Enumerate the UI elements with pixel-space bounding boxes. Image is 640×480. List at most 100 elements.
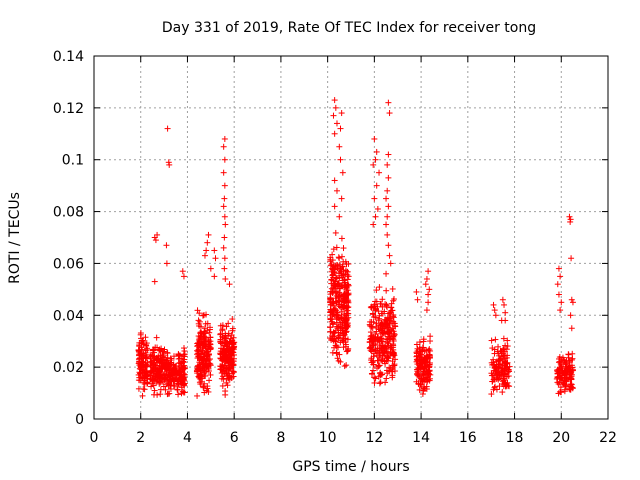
data-point xyxy=(217,322,224,329)
data-point xyxy=(329,251,336,258)
data-point xyxy=(558,375,565,382)
data-point xyxy=(328,318,335,325)
data-point xyxy=(389,335,396,342)
data-point xyxy=(207,334,214,341)
data-point xyxy=(488,391,495,398)
data-point xyxy=(568,325,575,332)
data-point xyxy=(136,374,143,381)
data-point xyxy=(222,388,229,395)
data-point xyxy=(488,370,495,377)
data-point xyxy=(343,292,350,299)
x-tick-label: 14 xyxy=(412,430,430,446)
data-point xyxy=(330,329,337,336)
data-point xyxy=(416,386,423,393)
data-point xyxy=(152,237,159,244)
data-point xyxy=(341,331,348,338)
chart-title: Day 331 of 2019, Rate Of TEC Index for r… xyxy=(162,20,536,36)
data-point xyxy=(367,304,374,311)
y-tick-label: 0 xyxy=(75,412,84,428)
data-point xyxy=(378,320,385,327)
data-point xyxy=(562,360,569,367)
data-point xyxy=(199,340,206,347)
data-point xyxy=(196,364,203,371)
data-point xyxy=(331,302,338,309)
data-point xyxy=(568,356,575,363)
data-point xyxy=(336,255,343,262)
data-point xyxy=(331,329,338,336)
data-point xyxy=(334,314,341,321)
data-point xyxy=(198,350,205,357)
data-point xyxy=(416,362,423,369)
y-axis-label: ROTI / TECUs xyxy=(7,192,23,284)
data-point xyxy=(382,379,389,386)
data-point xyxy=(148,376,155,383)
data-point xyxy=(503,360,510,367)
data-point xyxy=(420,336,427,343)
data-point xyxy=(366,339,373,346)
data-point xyxy=(503,354,510,361)
data-point xyxy=(421,371,428,378)
data-point xyxy=(139,346,146,353)
data-point xyxy=(569,385,576,392)
data-point xyxy=(136,358,143,365)
data-point xyxy=(160,383,167,390)
data-point xyxy=(225,372,232,379)
data-point xyxy=(562,369,569,376)
data-point xyxy=(175,380,182,387)
data-point xyxy=(370,361,377,368)
data-point xyxy=(385,99,392,106)
data-point xyxy=(224,345,231,352)
data-point xyxy=(554,281,561,288)
data-point xyxy=(338,253,345,260)
x-tick-label: 8 xyxy=(276,430,285,446)
data-point xyxy=(372,156,379,163)
data-point xyxy=(376,315,383,322)
data-point xyxy=(148,368,155,375)
data-point xyxy=(376,169,383,176)
data-point xyxy=(219,382,226,389)
data-point xyxy=(204,320,211,327)
data-point xyxy=(148,383,155,390)
data-point xyxy=(338,308,345,315)
data-point xyxy=(144,379,151,386)
data-point xyxy=(162,374,169,381)
data-point xyxy=(376,284,383,291)
data-point xyxy=(154,391,161,398)
data-point xyxy=(230,334,237,341)
data-point xyxy=(162,362,169,369)
x-tick-label: 2 xyxy=(136,430,145,446)
data-point xyxy=(162,386,169,393)
data-point xyxy=(384,213,391,220)
data-point xyxy=(343,310,350,317)
data-point xyxy=(423,346,430,353)
data-point xyxy=(382,316,389,323)
data-point xyxy=(195,336,202,343)
data-point xyxy=(165,367,172,374)
data-point xyxy=(220,169,227,176)
data-point xyxy=(218,340,225,347)
data-point xyxy=(499,389,506,396)
data-point xyxy=(335,263,342,270)
data-point xyxy=(383,270,390,277)
data-point xyxy=(327,258,334,265)
data-point xyxy=(373,182,380,189)
data-point xyxy=(139,392,146,399)
data-point xyxy=(414,345,421,352)
data-point xyxy=(427,338,434,345)
data-point xyxy=(383,336,390,343)
data-point xyxy=(167,355,174,362)
data-point xyxy=(426,363,433,370)
data-point xyxy=(427,347,434,354)
data-point xyxy=(207,341,214,348)
data-points xyxy=(135,97,576,399)
data-point xyxy=(220,334,227,341)
data-point xyxy=(390,351,397,358)
data-point xyxy=(386,316,393,323)
data-point xyxy=(143,342,150,349)
data-point xyxy=(221,156,228,163)
data-point xyxy=(156,373,163,380)
data-point xyxy=(154,231,161,238)
data-point xyxy=(168,370,175,377)
data-point xyxy=(344,348,351,355)
